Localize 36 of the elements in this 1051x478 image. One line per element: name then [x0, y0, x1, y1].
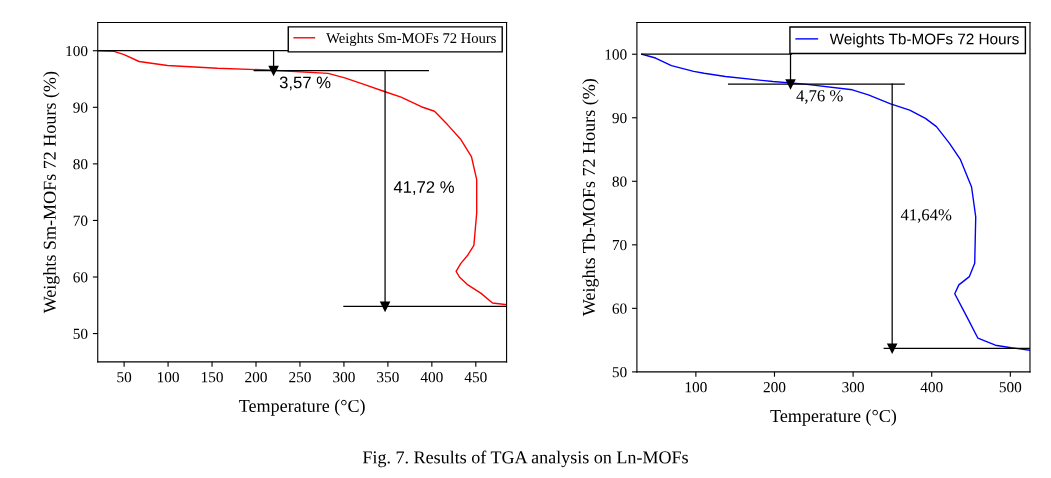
x-tick-label: 300 [842, 382, 864, 393]
y-axis-title: Weights Sm-MOFs 72 Hours (%) [43, 71, 60, 314]
x-tick-label: 100 [157, 372, 179, 383]
y-tick-label: 70 [612, 239, 627, 251]
y-tick-label: 70 [73, 215, 88, 226]
x-tick-label: 300 [333, 372, 355, 383]
annotation: 3,57 % [279, 76, 331, 91]
annotation: 41,72 % [393, 181, 454, 195]
y-tick-label: 60 [73, 272, 88, 283]
x-tick-label: 200 [245, 372, 267, 383]
y-tick-label: 80 [612, 176, 627, 187]
x-axis-title: Temperature (°C) [239, 399, 365, 416]
x-axis-title: Temperature (°C) [770, 409, 897, 426]
x-tick-label: 400 [920, 382, 943, 393]
y-tick-label: 90 [612, 112, 627, 124]
y-tick-label: 50 [73, 328, 88, 340]
legend-label: Weights Tb-MOFs 72 Hours [829, 33, 1019, 48]
x-tick-label: 400 [420, 372, 443, 383]
y-tick-label: 100 [605, 49, 627, 60]
x-tick-label: 100 [685, 382, 707, 393]
x-tick-label: 450 [464, 372, 487, 383]
y-tick-label: 60 [612, 303, 627, 314]
x-tick-label: 500 [999, 382, 1022, 393]
y-tick-label: 100 [66, 45, 88, 57]
x-tick-label: 50 [117, 372, 132, 383]
x-tick-label: 350 [377, 372, 399, 383]
x-tick-label: 250 [289, 372, 311, 383]
y-tick-label: 90 [73, 102, 88, 113]
y-axis-title: Weights Tb-MOFs 72 Hours (%) [582, 78, 599, 317]
x-tick-label: 150 [201, 372, 223, 383]
y-tick-label: 80 [73, 159, 88, 170]
caption: Fig. 7. Results of TGA analysis on Ln-MOFs [362, 450, 688, 468]
x-tick-label: 200 [763, 382, 786, 393]
annotation: 4,76 % [796, 90, 843, 104]
annotation: 41,64% [900, 209, 952, 223]
legend-label: Weights Sm-MOFs 72 Hours [326, 32, 496, 47]
